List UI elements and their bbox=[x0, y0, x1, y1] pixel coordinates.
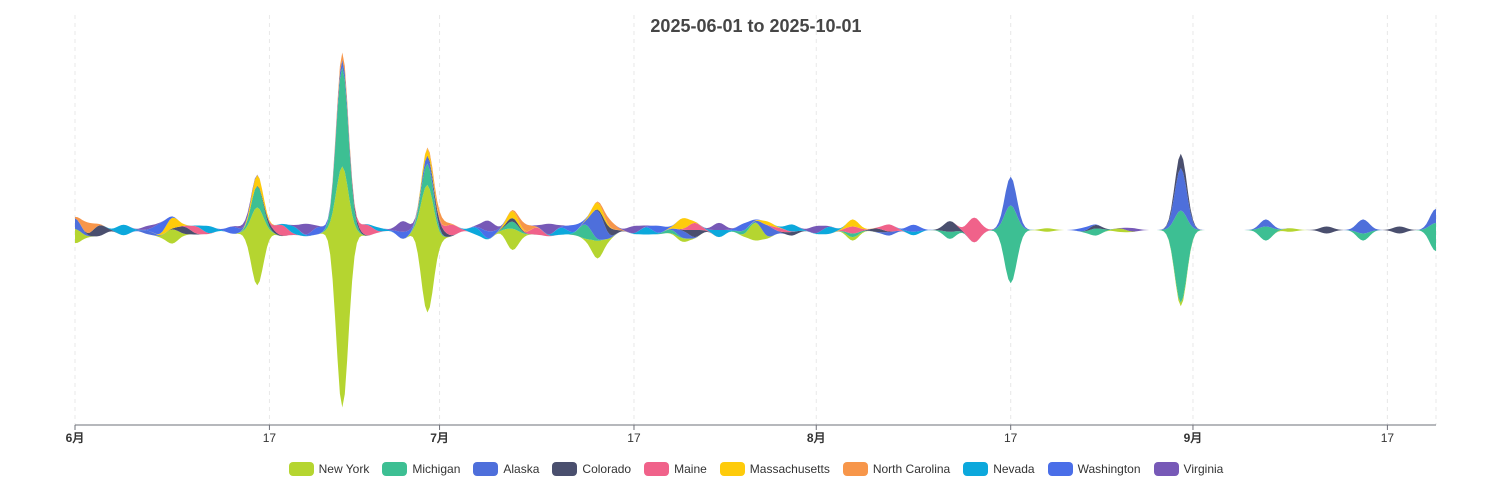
legend-label: Colorado bbox=[582, 462, 632, 476]
legend-swatch bbox=[644, 462, 670, 476]
legend-swatch bbox=[288, 462, 314, 476]
stream-layer bbox=[75, 52, 1436, 408]
legend-label: Maine bbox=[674, 462, 707, 476]
stream-nevada[interactable] bbox=[75, 52, 1436, 240]
legend-swatch bbox=[1047, 462, 1073, 476]
legend-item-nevada[interactable]: Nevada bbox=[963, 462, 1035, 476]
legend-label: Michigan bbox=[412, 462, 461, 476]
x-tick-label: 6月 bbox=[66, 431, 85, 445]
legend-item-alaska[interactable]: Alaska bbox=[473, 462, 539, 476]
stream-new-york[interactable] bbox=[75, 166, 1436, 408]
legend-label: Nevada bbox=[993, 462, 1035, 476]
legend-label: Massachusetts bbox=[749, 462, 830, 476]
legend: New York Michigan Alaska Colorado Maine Massa… bbox=[0, 462, 1512, 476]
chart-title: 2025-06-01 to 2025-10-01 bbox=[650, 16, 862, 36]
legend-item-colorado[interactable]: Colorado bbox=[552, 462, 631, 476]
stream-colorado[interactable] bbox=[75, 59, 1436, 243]
legend-swatch bbox=[842, 462, 868, 476]
legend-item-north-carolina[interactable]: North Carolina bbox=[842, 462, 951, 476]
stream-michigan[interactable] bbox=[75, 67, 1436, 303]
theme-river-chart: 6月 17 7月 17 8月 17 9月 17 bbox=[66, 15, 1437, 445]
legend-label: Virginia bbox=[1183, 462, 1224, 476]
x-tick-label: 7月 bbox=[430, 431, 449, 445]
legend-label: North Carolina bbox=[872, 462, 951, 476]
x-axis-ticks: 6月 17 7月 17 8月 17 9月 17 bbox=[66, 425, 1395, 445]
legend-item-new-york[interactable]: New York bbox=[288, 462, 370, 476]
legend-label: Alaska bbox=[503, 462, 540, 476]
x-tick-label: 17 bbox=[1381, 431, 1395, 445]
stream-washington[interactable] bbox=[75, 52, 1436, 239]
x-tick-label: 17 bbox=[627, 431, 641, 445]
legend-swatch bbox=[382, 462, 408, 476]
legend-label: Washington bbox=[1077, 462, 1141, 476]
x-tick-label: 8月 bbox=[807, 431, 826, 445]
stream-north-carolina[interactable] bbox=[75, 52, 1436, 240]
legend-item-massachusetts[interactable]: Massachusetts bbox=[719, 462, 830, 476]
stream-maine[interactable] bbox=[75, 59, 1436, 243]
x-tick-label: 17 bbox=[1004, 431, 1018, 445]
x-tick-label: 17 bbox=[263, 431, 277, 445]
legend-label: New York bbox=[318, 462, 370, 476]
legend-item-maine[interactable]: Maine bbox=[644, 462, 707, 476]
legend-swatch bbox=[719, 462, 745, 476]
stream-virginia[interactable] bbox=[75, 52, 1436, 235]
legend-item-michigan[interactable]: Michigan bbox=[382, 462, 460, 476]
stream-alaska[interactable] bbox=[75, 60, 1436, 243]
x-tick-label: 9月 bbox=[1184, 431, 1203, 445]
legend-swatch bbox=[963, 462, 989, 476]
legend-item-virginia[interactable]: Virginia bbox=[1153, 462, 1224, 476]
legend-swatch bbox=[1153, 462, 1179, 476]
legend-swatch bbox=[552, 462, 578, 476]
legend-swatch bbox=[473, 462, 499, 476]
stream-massachusetts[interactable] bbox=[75, 59, 1436, 240]
legend-item-washington[interactable]: Washington bbox=[1047, 462, 1141, 476]
